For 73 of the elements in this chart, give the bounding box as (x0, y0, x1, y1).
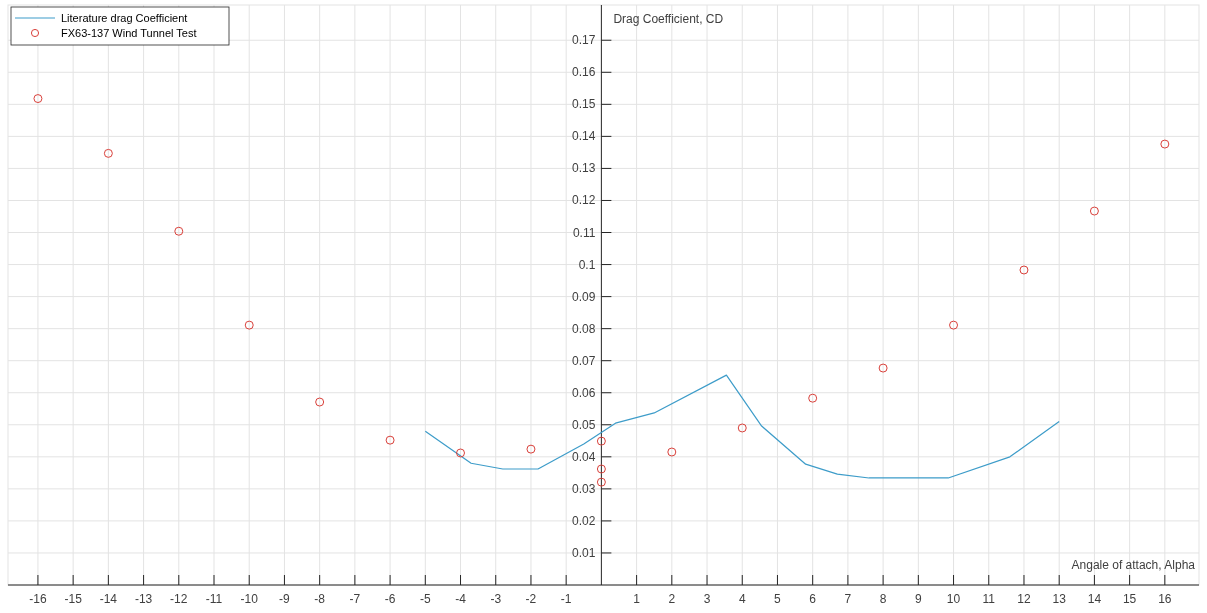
y-tick-label: 0.03 (572, 481, 596, 496)
y-axis-title: Drag Coefficient, CD (613, 12, 724, 26)
y-tick-label: 0.01 (572, 545, 596, 560)
point (1019, 265, 1029, 275)
y-tick-label: 0.16 (572, 65, 596, 80)
y-tick-label: 0.1 (578, 257, 596, 272)
y-tick-label: 0.13 (572, 161, 596, 176)
x-tick-label: 1 (633, 592, 641, 606)
x-tick-label: 11 (982, 592, 996, 606)
point (596, 436, 606, 446)
point (385, 435, 395, 445)
x-tick-label: -8 (314, 592, 326, 606)
legend-label: FX63-137 Wind Tunnel Test (61, 27, 197, 39)
x-tick-label: -12 (170, 592, 188, 606)
x-tick-label: -2 (525, 592, 537, 606)
point (103, 148, 113, 158)
x-tick-label: -3 (490, 592, 502, 606)
x-tick-label: 10 (946, 592, 961, 606)
y-tick-label: 0.17 (572, 33, 596, 48)
x-tick-label: 6 (809, 592, 817, 606)
line-series (424, 374, 1060, 479)
x-tick-label: 12 (1017, 592, 1031, 606)
point (949, 320, 959, 330)
x-tick-label: -1 (560, 592, 572, 606)
point (808, 393, 818, 403)
x-tick-label: 5 (774, 592, 782, 606)
point (456, 448, 466, 458)
y-tick-label: 0.04 (572, 449, 596, 464)
x-tick-label: 4 (738, 592, 746, 606)
y-tick-label: 0.12 (572, 193, 596, 208)
y-tick-label: 0.15 (572, 97, 596, 112)
x-tick-label: 9 (914, 592, 922, 606)
x-tick-label: -16 (29, 592, 47, 606)
y-tick-label: 0.06 (572, 385, 596, 400)
x-tick-label: 7 (844, 592, 852, 606)
y-tick-label: 0.11 (572, 225, 596, 240)
x-tick-label: -11 (205, 592, 223, 606)
point (737, 423, 747, 433)
point (878, 363, 888, 373)
y-tick-label: 0.09 (572, 289, 596, 304)
legend-label: Literature drag Coefficient (61, 12, 188, 24)
x-tick-label: -13 (134, 592, 153, 606)
x-tick-label: -10 (240, 592, 259, 606)
point (1160, 139, 1170, 149)
x-tick-label: -5 (419, 592, 431, 606)
point (1089, 206, 1099, 216)
point (315, 397, 325, 407)
y-tick-label: 0.14 (572, 129, 596, 144)
point (596, 464, 606, 474)
x-tick-label: -6 (384, 592, 396, 606)
x-tick-label: 16 (1158, 592, 1172, 606)
point (33, 94, 43, 104)
x-tick-label: 15 (1122, 592, 1137, 606)
point (596, 477, 606, 487)
y-tick-label: 0.07 (572, 353, 596, 368)
x-tick-label: 13 (1052, 592, 1067, 606)
x-tick-label: -9 (279, 592, 291, 606)
x-tick-label: -4 (455, 592, 467, 606)
x-tick-label: -14 (99, 592, 118, 606)
y-tick-label: 0.08 (572, 321, 596, 336)
y-tick-label: 0.05 (572, 417, 596, 432)
x-axis-title: Angale of attach, Alpha (1071, 558, 1196, 572)
x-tick-label: 14 (1087, 592, 1102, 606)
point (526, 444, 536, 454)
y-tick-label: 0.02 (572, 513, 596, 528)
point (174, 226, 184, 236)
x-tick-label: 2 (668, 592, 676, 606)
x-tick-label: 3 (703, 592, 711, 606)
x-tick-label: -15 (64, 592, 83, 606)
x-tick-label: -7 (349, 592, 361, 606)
x-tick-label: 8 (879, 592, 887, 606)
point (667, 447, 677, 457)
point (244, 320, 254, 330)
